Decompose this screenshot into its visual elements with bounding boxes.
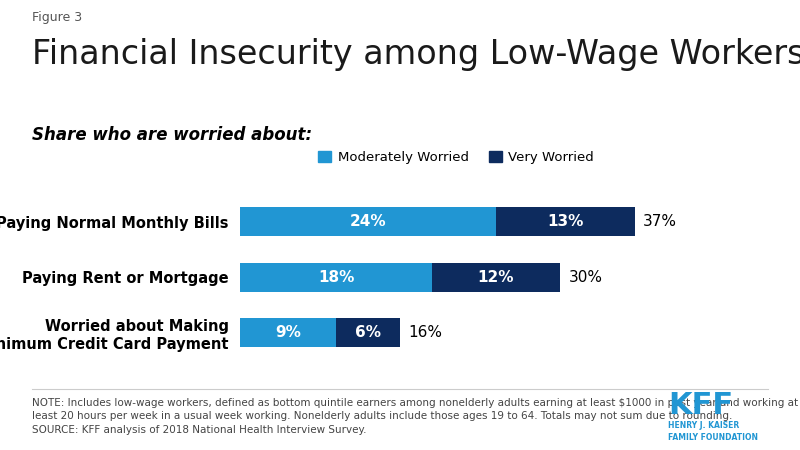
Text: Share who are worried about:: Share who are worried about:	[32, 126, 312, 144]
Text: HENRY J. KAISER
FAMILY FOUNDATION: HENRY J. KAISER FAMILY FOUNDATION	[668, 421, 758, 441]
Text: 24%: 24%	[350, 214, 386, 229]
Bar	[240, 319, 336, 347]
Text: Financial Insecurity among Low-Wage Workers, 2018: Financial Insecurity among Low-Wage Work…	[32, 38, 800, 71]
Text: 30%: 30%	[569, 270, 602, 285]
Text: 9%: 9%	[275, 325, 301, 340]
Text: 37%: 37%	[643, 214, 677, 229]
Bar	[336, 319, 400, 347]
Text: KFF: KFF	[668, 392, 733, 420]
Bar	[240, 263, 432, 292]
Text: 6%: 6%	[355, 325, 381, 340]
Text: 13%: 13%	[547, 214, 583, 229]
Text: 12%: 12%	[478, 270, 514, 285]
Bar	[240, 207, 496, 236]
Text: Figure 3: Figure 3	[32, 11, 82, 24]
Text: 16%: 16%	[409, 325, 442, 340]
Bar	[496, 207, 634, 236]
Legend: Moderately Worried, Very Worried: Moderately Worried, Very Worried	[318, 151, 594, 164]
Text: 18%: 18%	[318, 270, 354, 285]
Bar	[432, 263, 560, 292]
Text: NOTE: Includes low-wage workers, defined as bottom quintile earners among noneld: NOTE: Includes low-wage workers, defined…	[32, 398, 798, 435]
